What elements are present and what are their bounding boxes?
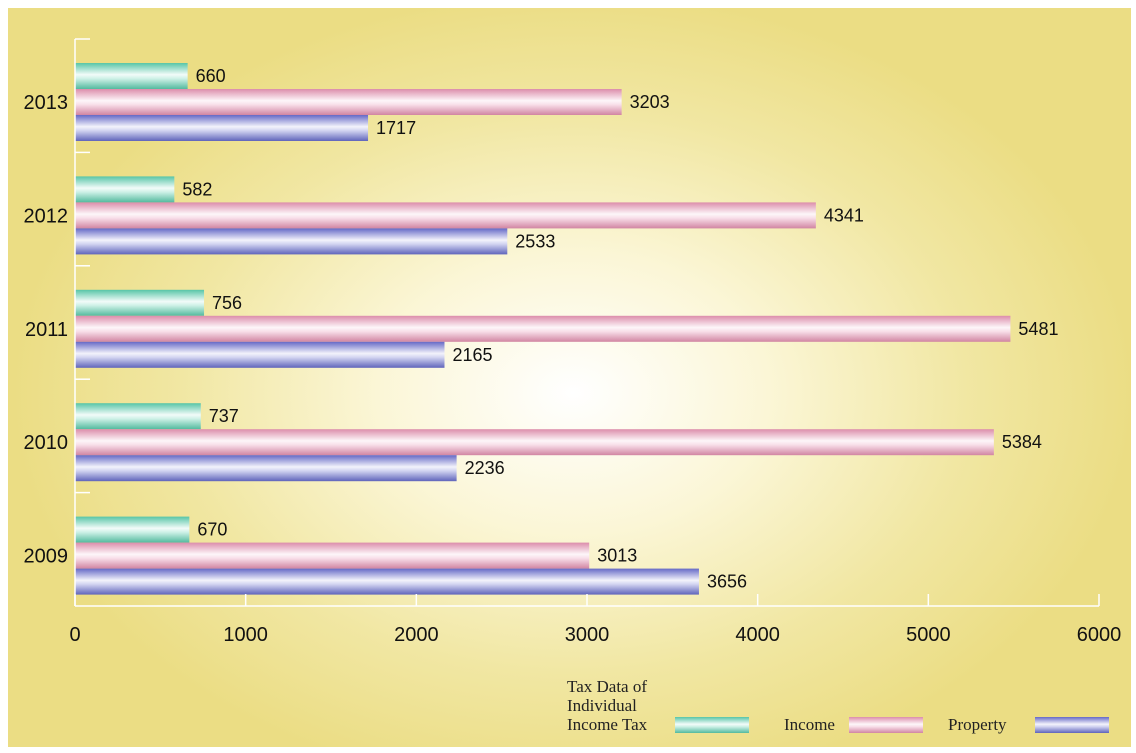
y-tick-label: 2009 bbox=[24, 546, 69, 568]
legend-label-1: Income bbox=[784, 715, 835, 734]
legend-label-0: Income Tax bbox=[567, 715, 648, 734]
y-tick-label: 2013 bbox=[24, 92, 69, 114]
bar-2011-s1 bbox=[75, 315, 1011, 342]
legend-label-2: Property bbox=[948, 715, 1007, 734]
bar-2010-s1 bbox=[75, 429, 994, 456]
x-tick-label: 0 bbox=[69, 624, 80, 646]
legend-label-0: Tax Data of bbox=[567, 677, 647, 696]
x-tick-label: 2000 bbox=[394, 624, 439, 646]
x-tick-label: 6000 bbox=[1077, 624, 1122, 646]
y-tick-label: 2012 bbox=[24, 205, 69, 227]
y-tick-label: 2011 bbox=[25, 319, 68, 341]
value-label-2009-s2: 3656 bbox=[707, 572, 747, 592]
legend-swatch-0 bbox=[675, 717, 749, 733]
value-label-2013-s1: 3203 bbox=[630, 92, 670, 112]
bar-2011-s2 bbox=[75, 341, 445, 368]
x-tick-label: 3000 bbox=[565, 624, 610, 646]
value-label-2011-s2: 2165 bbox=[452, 345, 492, 365]
value-label-2010-s1: 5384 bbox=[1002, 432, 1042, 452]
value-label-2011-s1: 5481 bbox=[1018, 319, 1058, 339]
value-label-2013-s0: 660 bbox=[196, 66, 226, 86]
legend-swatch-1 bbox=[849, 717, 923, 733]
x-tick-label: 1000 bbox=[223, 624, 268, 646]
bar-2010-s2 bbox=[75, 455, 457, 482]
value-label-2010-s2: 2236 bbox=[465, 458, 505, 478]
value-label-2009-s1: 3013 bbox=[597, 546, 637, 566]
value-label-2012-s2: 2533 bbox=[515, 231, 555, 251]
bar-chart: 670 3013 3656 2009 737 5384 2236 2010 756 5481 216… bbox=[24, 38, 1122, 734]
value-label-2012-s1: 4341 bbox=[824, 205, 864, 225]
x-tick-label: 4000 bbox=[735, 624, 780, 646]
bar-2013-s2 bbox=[75, 115, 369, 141]
value-label-2012-s0: 582 bbox=[182, 179, 212, 199]
axes-group bbox=[74, 38, 1100, 607]
legend-swatch-2 bbox=[1035, 717, 1109, 733]
bar-2009-s0 bbox=[75, 516, 190, 543]
labels-group: 670 3013 3656 2009 737 5384 2236 2010 756 5481 216… bbox=[24, 66, 1122, 646]
bar-2009-s2 bbox=[75, 568, 699, 595]
bar-2013-s0 bbox=[75, 63, 188, 89]
bar-2010-s0 bbox=[75, 403, 201, 430]
bars-group bbox=[75, 63, 1011, 595]
value-label-2011-s0: 756 bbox=[212, 293, 242, 313]
bar-2012-s0 bbox=[75, 176, 175, 203]
bar-2012-s2 bbox=[75, 228, 508, 255]
bar-2011-s0 bbox=[75, 289, 205, 316]
value-label-2010-s0: 737 bbox=[209, 406, 239, 426]
x-tick-label: 5000 bbox=[906, 624, 951, 646]
value-label-2009-s0: 670 bbox=[197, 520, 227, 540]
value-label-2013-s2: 1717 bbox=[376, 118, 416, 138]
y-tick-label: 2010 bbox=[24, 432, 69, 454]
bar-2009-s1 bbox=[75, 542, 590, 569]
chart-panel: 670 3013 3656 2009 737 5384 2236 2010 756 5481 216… bbox=[8, 8, 1131, 747]
bar-2012-s1 bbox=[75, 202, 816, 229]
legend-label-0: Individual bbox=[567, 696, 637, 715]
bar-2013-s1 bbox=[75, 89, 622, 115]
